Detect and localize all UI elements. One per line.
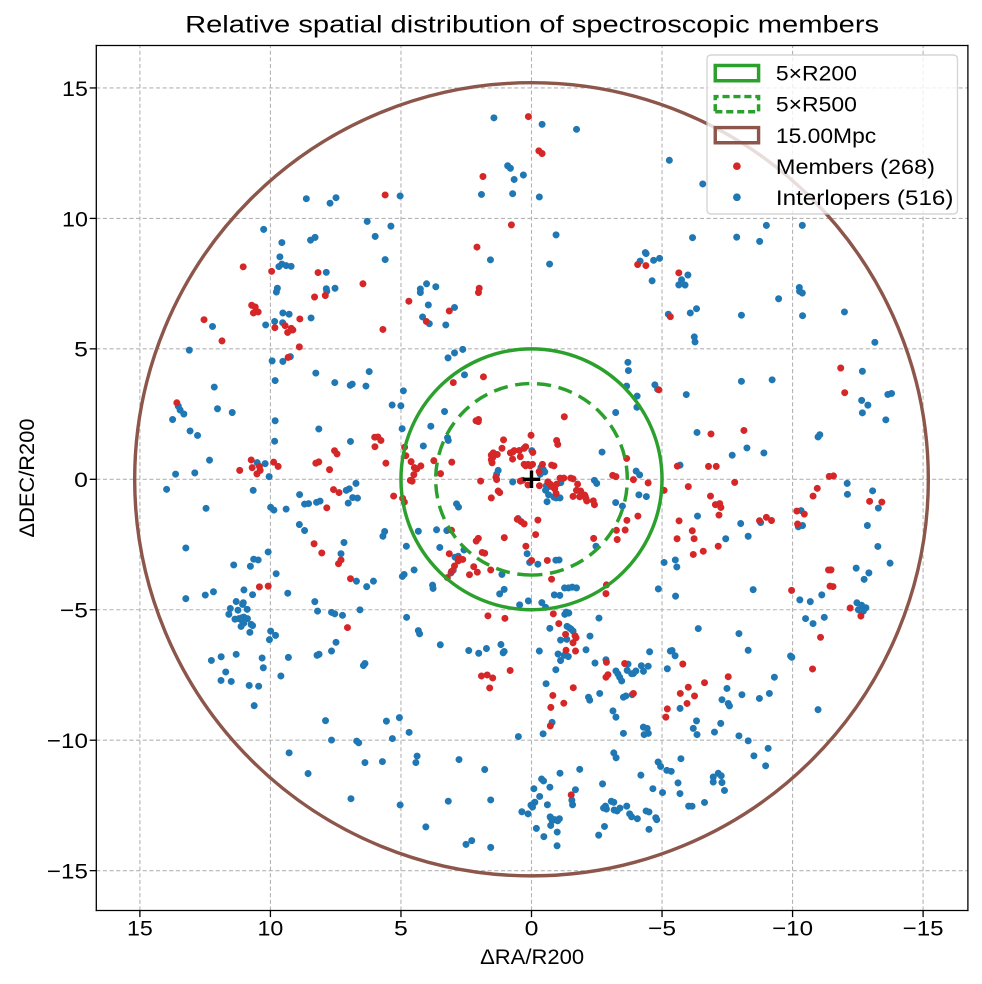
svg-text:10: 10	[258, 916, 284, 941]
svg-text:−15: −15	[903, 916, 944, 941]
svg-text:Members (268): Members (268)	[776, 154, 935, 179]
svg-text:ΔDEC/R200: ΔDEC/R200	[14, 418, 39, 537]
svg-text:5×R200: 5×R200	[776, 61, 857, 86]
svg-text:15: 15	[62, 76, 88, 101]
svg-text:−10: −10	[47, 728, 88, 753]
svg-text:5: 5	[74, 337, 88, 362]
svg-text:Interlopers (516): Interlopers (516)	[776, 185, 954, 210]
svg-text:15: 15	[127, 916, 153, 941]
svg-text:15.00Mpc: 15.00Mpc	[776, 123, 876, 148]
svg-text:−15: −15	[47, 859, 88, 884]
svg-text:Relative spatial distribution: Relative spatial distribution of spectro…	[185, 11, 879, 38]
svg-text:−10: −10	[772, 916, 813, 941]
svg-text:−5: −5	[648, 916, 676, 941]
svg-text:−5: −5	[60, 598, 88, 623]
svg-text:ΔRA/R200: ΔRA/R200	[480, 944, 584, 969]
svg-text:0: 0	[74, 467, 88, 492]
svg-text:0: 0	[525, 916, 539, 941]
svg-text:10: 10	[62, 206, 88, 231]
svg-text:5×R500: 5×R500	[776, 92, 857, 117]
svg-text:5: 5	[394, 916, 408, 941]
